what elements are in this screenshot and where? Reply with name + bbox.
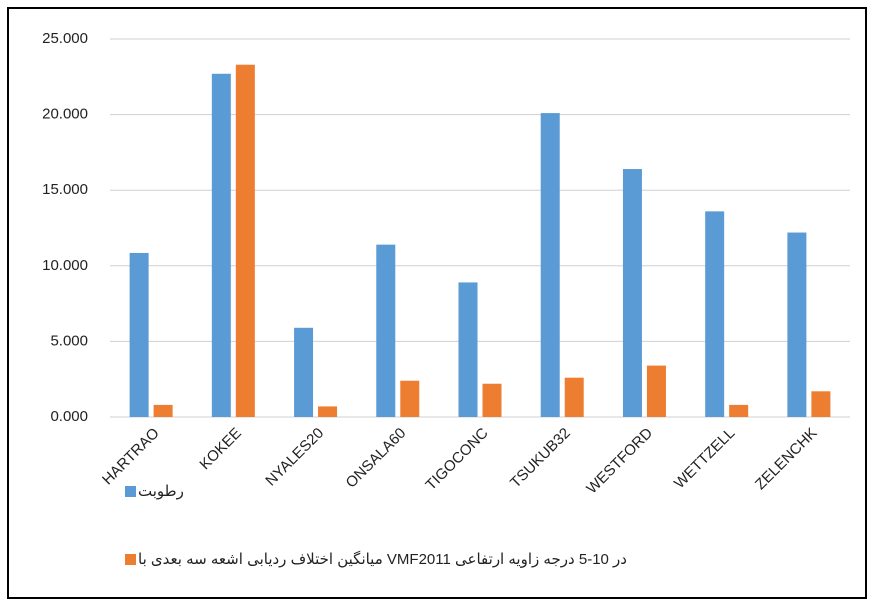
y-tick-label: 20.000 xyxy=(42,106,88,123)
bar xyxy=(705,211,725,417)
bar xyxy=(646,365,666,417)
bar xyxy=(318,406,338,417)
bar xyxy=(129,252,149,417)
x-tick-label: TIGOCONC xyxy=(422,425,491,494)
legend-swatch xyxy=(125,486,136,497)
bar xyxy=(376,244,396,417)
x-tick-label: HARTRAO xyxy=(99,425,163,489)
x-tick-label: NYALES20 xyxy=(262,425,327,490)
bar xyxy=(811,391,831,417)
legend-label: میانگین اختلاف ردیابی اشعه سه بعدی با VM… xyxy=(138,550,627,568)
bar xyxy=(235,64,255,417)
bar xyxy=(482,383,502,417)
x-tick-label: ZELENCHK xyxy=(752,425,821,494)
bar xyxy=(153,404,173,417)
bar xyxy=(458,282,478,417)
x-tick-label: TSUKUB32 xyxy=(507,425,574,492)
bar xyxy=(294,327,314,417)
bar xyxy=(400,380,420,417)
x-tick-label: KOKEE xyxy=(196,425,245,474)
bar xyxy=(622,169,642,417)
x-tick-label: WESTFORD xyxy=(583,424,656,497)
chart-frame xyxy=(7,7,867,599)
y-tick-label: 15.000 xyxy=(42,181,88,198)
legend-label: رطوبت xyxy=(138,483,184,500)
x-tick-label: ONSALA60 xyxy=(343,425,410,492)
legend-swatch xyxy=(125,554,136,565)
x-tick-label: WETTZELL xyxy=(671,425,738,492)
bar xyxy=(729,404,749,417)
y-tick-label: 10.000 xyxy=(42,257,88,274)
bar xyxy=(787,232,807,417)
bar xyxy=(211,73,231,417)
y-tick-label: 0.000 xyxy=(50,408,88,425)
y-tick-label: 25.000 xyxy=(42,30,88,47)
bar xyxy=(564,377,584,417)
bar xyxy=(540,113,560,417)
y-tick-label: 5.000 xyxy=(50,332,88,349)
